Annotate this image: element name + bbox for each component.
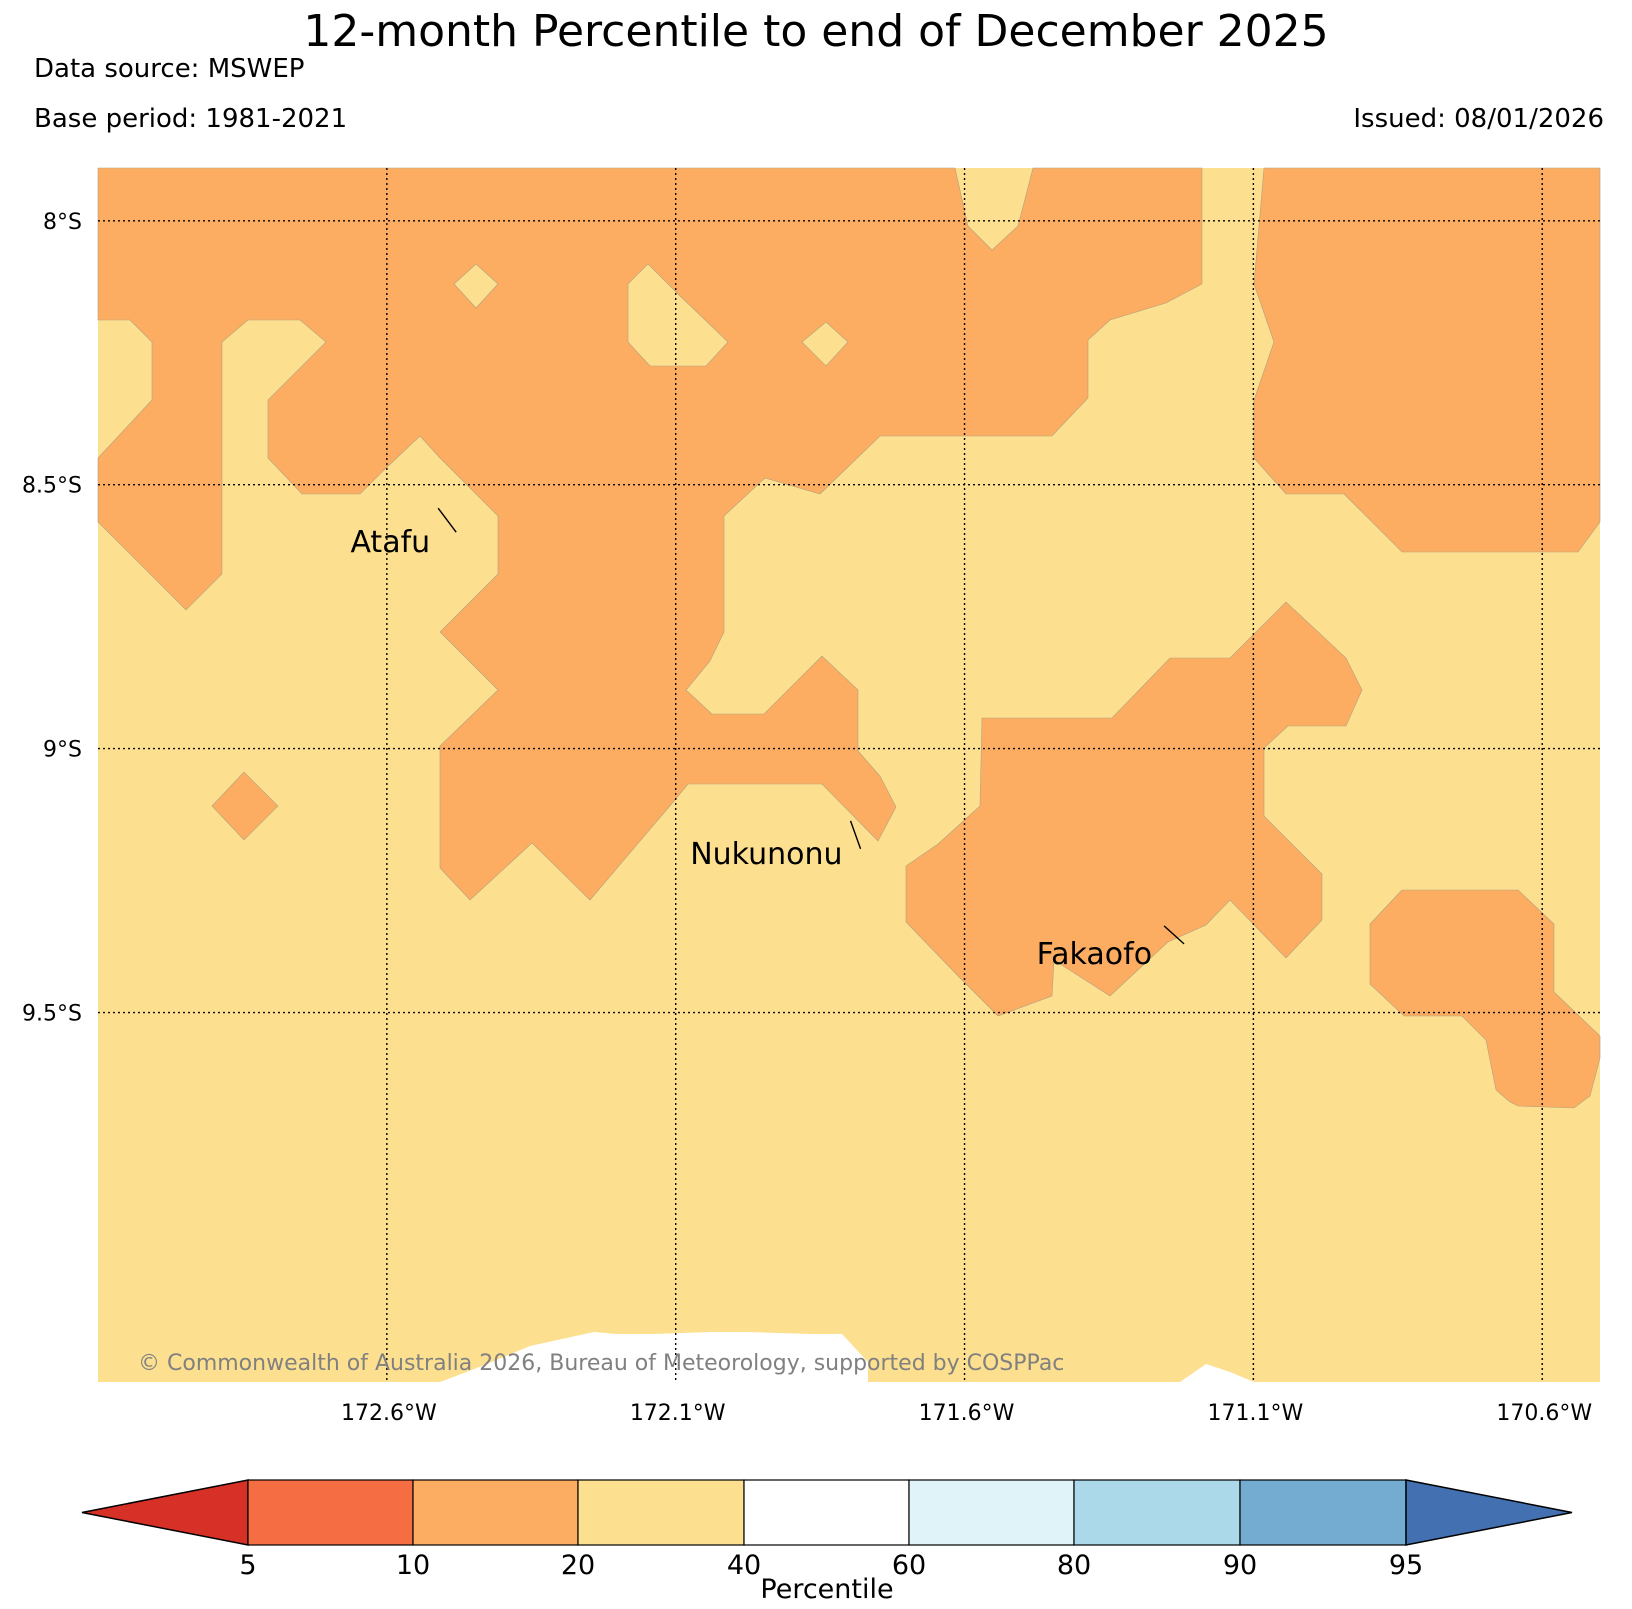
place-leader-line [1163, 925, 1185, 945]
band-10-20-region-northwest [97, 167, 1203, 901]
colorbar-bin-10-20 [412, 1479, 579, 1546]
colorbar-tick-label: 60 [892, 1550, 926, 1581]
place-label-nukunonu: Nukunonu [690, 837, 842, 872]
place-leader-line [849, 820, 862, 850]
colorbar-label: Percentile [760, 1574, 893, 1605]
longitude-tick-label: 171.6°W [919, 1401, 1015, 1426]
copyright-text: © Commonwealth of Australia 2026, Bureau… [138, 1351, 1064, 1376]
colorbar-bin-5-10 [247, 1479, 414, 1546]
band-20-40-pocket [627, 263, 729, 367]
colorbar: 5 10 20 40 60 80 90 95 [81, 1479, 1573, 1581]
longitude-tick-label: 172.6°W [341, 1401, 437, 1426]
place-label-atafu: Atafu [350, 525, 430, 560]
place-labels: Atafu Nukunonu Fakaofo [350, 507, 1185, 972]
longitude-tick-label: 171.1°W [1208, 1401, 1304, 1426]
colorbar-low-extend [81, 1479, 249, 1546]
latitude-tick-label: 8°S [43, 210, 82, 235]
colorbar-tick-label: 10 [396, 1550, 430, 1581]
colorbar-tick-label: 5 [239, 1550, 256, 1581]
colorbar-tick-label: 40 [727, 1550, 761, 1581]
latitude-labels: 8°S 8.5°S 9°S 9.5°S [22, 210, 82, 1027]
no-data-area [440, 1332, 1254, 1382]
map-panel [97, 167, 1601, 1382]
colorbar-bin-20-40 [577, 1479, 745, 1546]
band-20-40-pocket [801, 321, 849, 367]
issued-date-text: Issued: 08/01/2026 [1353, 104, 1604, 134]
colorbar-tick-label: 80 [1057, 1550, 1091, 1581]
band-10-20-region-west [211, 771, 279, 841]
colorbar-bin-40-60 [743, 1479, 910, 1546]
colorbar-tick-label: 90 [1223, 1550, 1257, 1581]
place-leader-line [437, 507, 457, 533]
band-20-40-pocket [453, 263, 499, 309]
place-label-fakaofo: Fakaofo [1037, 937, 1152, 972]
colorbar-bin-80-90 [1073, 1479, 1241, 1546]
page-title: 12-month Percentile to end of December 2… [303, 6, 1329, 57]
latitude-tick-label: 9°S [43, 738, 82, 763]
colorbar-tick-label: 20 [561, 1550, 595, 1581]
band-10-20-region-southeast [905, 601, 1363, 1017]
base-period-text: Base period: 1981-2021 [34, 104, 348, 134]
band-10-20-region-northeast [1253, 167, 1601, 553]
data-source-text: Data source: MSWEP [34, 54, 305, 84]
colorbar-high-extend [1405, 1479, 1573, 1546]
latitude-tick-label: 9.5°S [22, 1002, 82, 1027]
latitude-tick-label: 8.5°S [22, 474, 82, 499]
longitude-tick-label: 170.6°W [1496, 1401, 1592, 1426]
longitude-labels: 172.6°W 172.1°W 171.6°W 171.1°W 170.6°W [341, 1401, 1592, 1426]
colorbar-bin-60-80 [908, 1479, 1075, 1546]
graticule [98, 168, 1600, 1382]
longitude-tick-label: 172.1°W [630, 1401, 726, 1426]
colorbar-bin-90-95 [1239, 1479, 1407, 1546]
colorbar-tick-label: 95 [1389, 1550, 1423, 1581]
